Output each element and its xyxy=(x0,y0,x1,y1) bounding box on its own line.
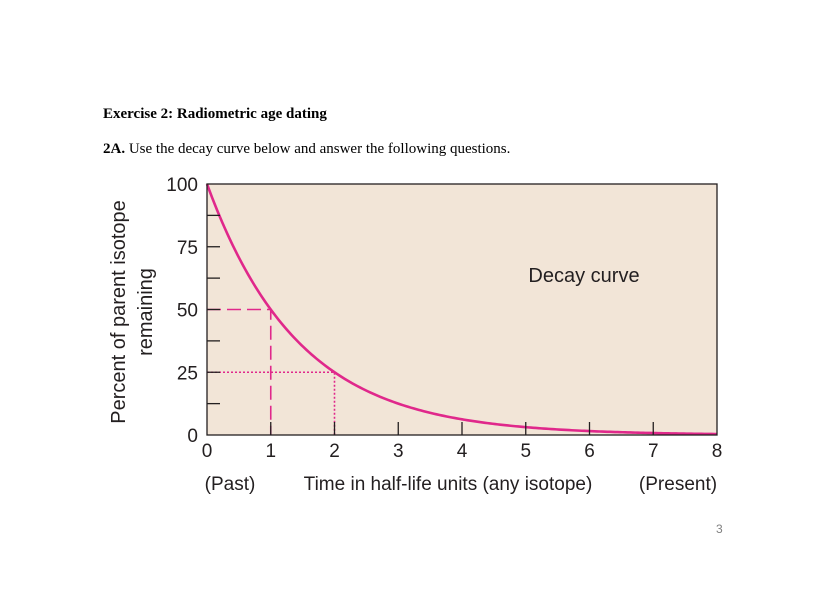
question-text: 2A. Use the decay curve below and answer… xyxy=(103,141,510,158)
page-number: 3 xyxy=(716,522,723,536)
reference-line-2 xyxy=(207,371,336,435)
y-axis-label-line1: Percent of parent isotope xyxy=(108,200,130,423)
question-body: Use the decay curve below and answer the… xyxy=(125,141,511,157)
tick-labels: 0 1 2 3 4 5 6 7 8 0 25 50 75 100 xyxy=(166,175,722,462)
y-tick-label: 75 xyxy=(177,238,198,259)
x-tick-label: 0 xyxy=(202,441,213,462)
x-tick-label: 1 xyxy=(265,441,276,462)
y-tick-label: 0 xyxy=(187,426,198,447)
x-tick-label: 6 xyxy=(584,441,595,462)
axis-ticks xyxy=(207,214,654,435)
y-axis-label-line2: remaining xyxy=(135,268,157,356)
y-tick-label: 100 xyxy=(166,175,198,196)
x-tick-label: 4 xyxy=(457,441,468,462)
x-axis-past-label: (Past) xyxy=(205,474,256,495)
x-axis-label: Time in half-life units (any isotope) xyxy=(304,474,593,495)
x-tick-label: 3 xyxy=(393,441,404,462)
decay-curve-annotation: Decay curve xyxy=(528,265,639,287)
x-tick-label: 5 xyxy=(520,441,531,462)
x-tick-label: 2 xyxy=(329,441,340,462)
x-tick-label: 8 xyxy=(712,441,723,462)
plot-background xyxy=(207,184,717,435)
y-tick-label: 25 xyxy=(177,363,198,384)
x-axis-present-label: (Present) xyxy=(639,474,717,495)
decay-curve-line xyxy=(205,183,718,436)
question-label: 2A. xyxy=(103,141,126,157)
x-tick-label: 7 xyxy=(648,441,659,462)
y-tick-label: 50 xyxy=(177,301,198,322)
exercise-heading: Exercise 2: Radiometric age dating xyxy=(103,106,327,122)
